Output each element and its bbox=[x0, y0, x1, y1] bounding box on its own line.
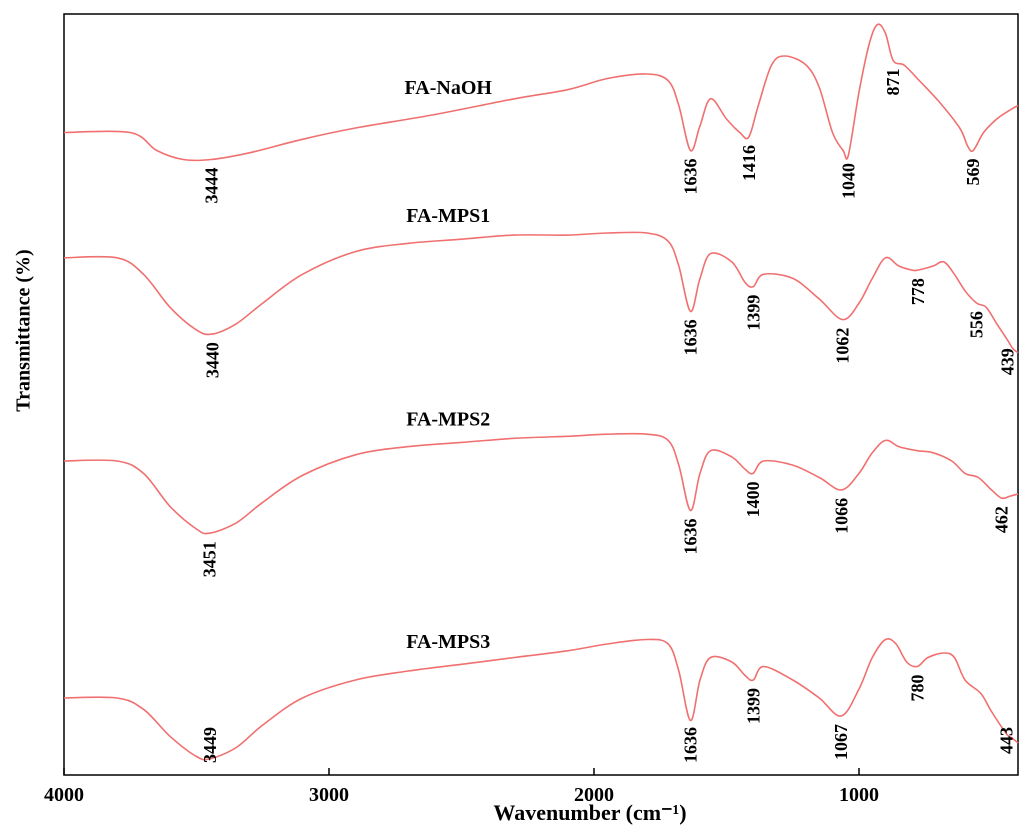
peak-label: 1636 bbox=[681, 319, 701, 355]
peak-label: 3444 bbox=[201, 168, 221, 204]
series-label: FA-NaOH bbox=[405, 77, 493, 99]
peak-label: 871 bbox=[883, 69, 903, 96]
peak-label: 1636 bbox=[681, 727, 701, 763]
series-label: FA-MPS3 bbox=[406, 631, 490, 653]
peak-label: 1066 bbox=[832, 498, 852, 534]
x-tick-label: 1000 bbox=[839, 784, 879, 806]
series-line-fa-mps2 bbox=[63, 432, 1019, 535]
peak-label: 556 bbox=[967, 311, 987, 338]
peak-label: 3440 bbox=[202, 342, 222, 378]
peak-label: 3451 bbox=[200, 541, 220, 577]
series-line-fa-naoh bbox=[63, 23, 1019, 162]
peak-label: 439 bbox=[998, 348, 1018, 375]
peak-label: 569 bbox=[963, 159, 983, 186]
x-tick-label: 2000 bbox=[574, 784, 614, 806]
series-label: FA-MPS2 bbox=[406, 408, 490, 430]
y-axis-label-container: Transmittance (%) bbox=[4, 150, 44, 510]
series-line-fa-mps3 bbox=[63, 637, 1019, 761]
peak-label: 1416 bbox=[739, 145, 759, 181]
peak-label: 1062 bbox=[833, 328, 853, 364]
y-axis-label: Transmittance (%) bbox=[12, 248, 35, 412]
peak-label: 462 bbox=[992, 506, 1012, 533]
x-axis-label: Wavenumber (cm⁻¹) bbox=[493, 800, 687, 825]
peak-label: 780 bbox=[907, 675, 927, 702]
plot-frame bbox=[63, 13, 1019, 776]
peak-label: 1067 bbox=[831, 724, 851, 760]
series-label: FA-MPS1 bbox=[406, 205, 490, 227]
peak-label: 1040 bbox=[838, 163, 858, 199]
x-tick-label: 3000 bbox=[309, 784, 349, 806]
peak-label: 1636 bbox=[681, 519, 701, 555]
peak-label: 1399 bbox=[743, 295, 763, 331]
peak-label: 1399 bbox=[743, 688, 763, 724]
x-tick-label: 4000 bbox=[44, 784, 84, 806]
peak-label: 3449 bbox=[200, 727, 220, 763]
peak-label: 1636 bbox=[681, 159, 701, 195]
peak-label: 1400 bbox=[743, 481, 763, 517]
peak-label: 778 bbox=[908, 278, 928, 305]
series-line-fa-mps1 bbox=[63, 231, 1019, 354]
peak-label: 443 bbox=[997, 727, 1017, 754]
